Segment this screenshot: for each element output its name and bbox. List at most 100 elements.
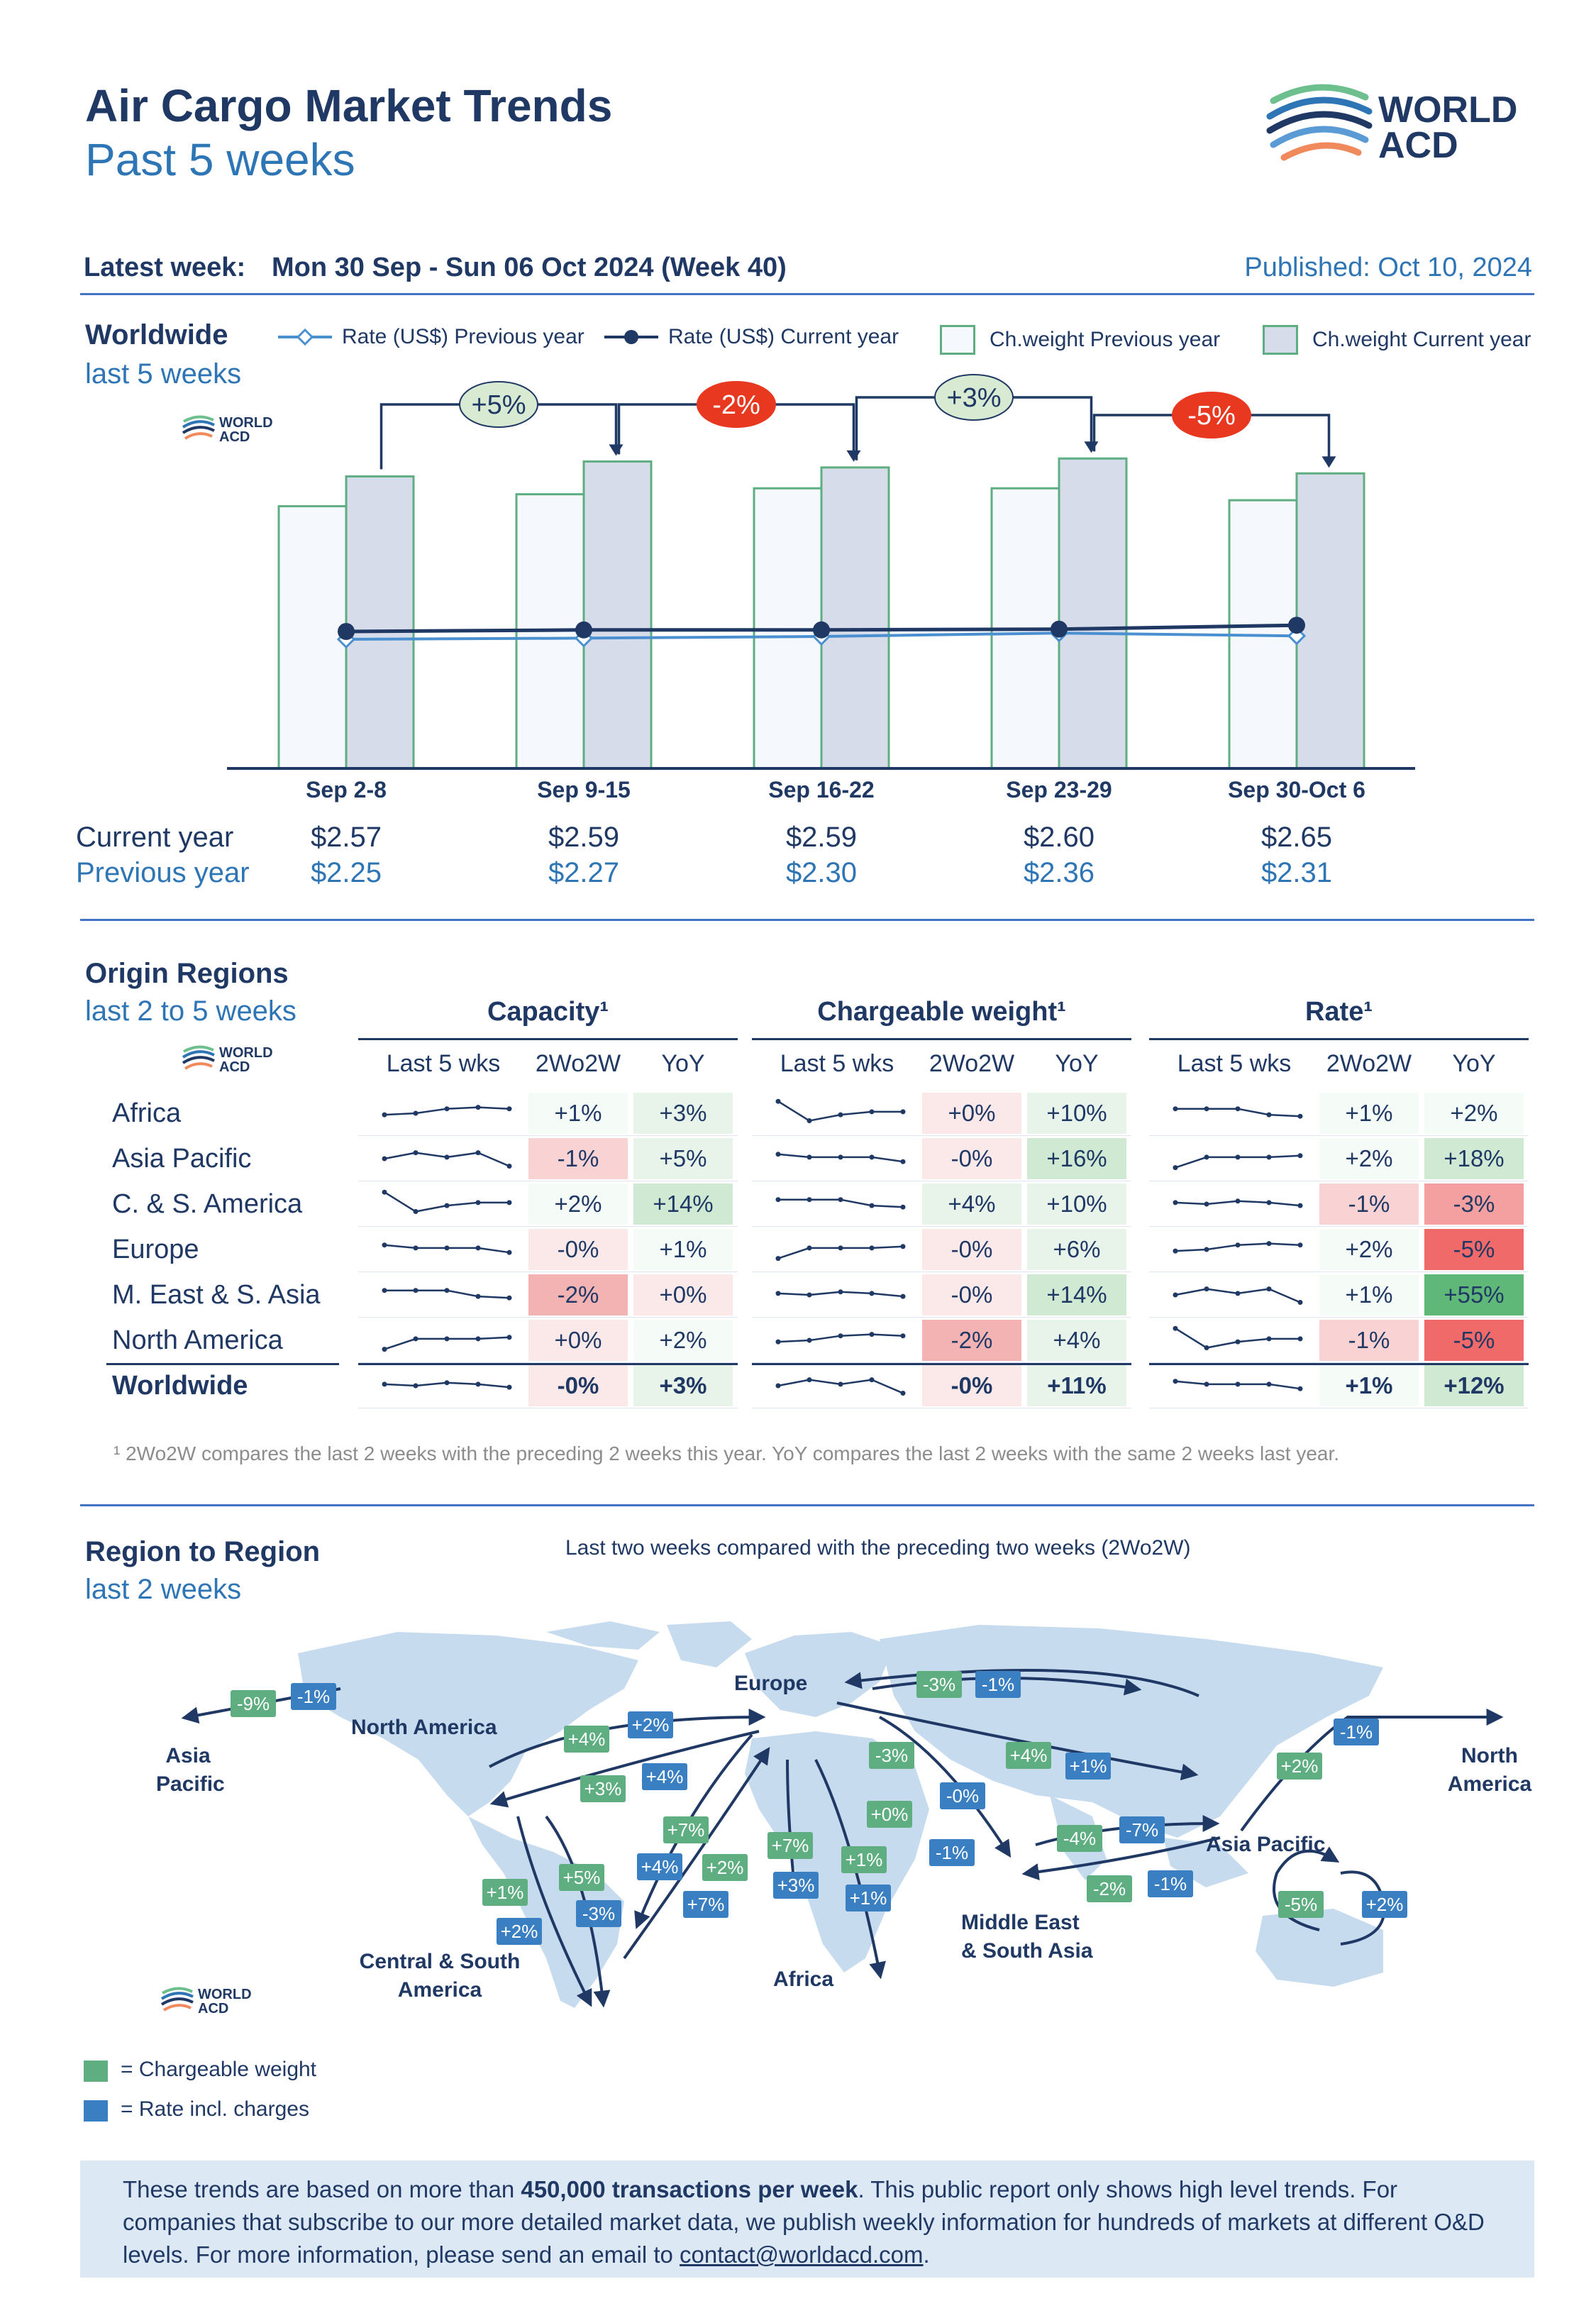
badge-chargeable-weight: +4% [564, 1726, 609, 1753]
badge-chargeable-weight: +1% [841, 1846, 887, 1873]
page-subtitle: Past 5 weeks [85, 134, 355, 185]
group-underline [1149, 1038, 1529, 1040]
cell-yoy: +14% [633, 1184, 733, 1225]
bar-cw-current [1058, 457, 1128, 770]
cell-yoy: +0% [633, 1274, 733, 1315]
cell-yoy: +11% [1027, 1365, 1126, 1406]
badge-rate: -1% [1334, 1719, 1379, 1745]
badge-chargeable-weight: -5% [1278, 1891, 1324, 1918]
region-label: North America [112, 1325, 283, 1355]
x-tick-label: Sep 16-22 [768, 777, 875, 802]
x-tick-label: Sep 30-Oct 6 [1228, 777, 1365, 802]
badge-chargeable-weight: +2% [1277, 1753, 1322, 1780]
change-label: +3% [946, 383, 1001, 413]
cell-2wo2w: -0% [922, 1138, 1021, 1179]
sparkline [382, 1288, 512, 1301]
watermark-logo: WORLD ACD [181, 412, 287, 451]
cell-yoy: +2% [1424, 1093, 1524, 1134]
region-label: Europe [112, 1235, 199, 1264]
sparkline [1173, 1379, 1303, 1391]
bar-cw-current [820, 466, 890, 770]
badge-chargeable-weight: +0% [867, 1801, 912, 1828]
origin-title: Origin Regions [85, 958, 289, 989]
row-divider [358, 1226, 738, 1227]
label-mesa: Middle East & South Asia [961, 1911, 1093, 1963]
legend-cw-cur: Ch.weight Current year [1263, 325, 1531, 355]
rate-current-value: $2.57 [310, 822, 382, 853]
watermark-logo: WORLD ACD [181, 1042, 287, 1081]
cell-yoy: +4% [1027, 1320, 1126, 1361]
sparkline [382, 1150, 512, 1169]
badge-chargeable-weight: -2% [1087, 1875, 1132, 1902]
row-divider [358, 1271, 738, 1272]
bar-cw-current [582, 460, 653, 770]
region-label: M. East & S. Asia [112, 1280, 321, 1310]
cell-2wo2w: +1% [1319, 1365, 1419, 1406]
badge-chargeable-weight: +7% [767, 1832, 813, 1859]
group-underline [358, 1038, 738, 1040]
row-divider [358, 1135, 738, 1136]
change-badge [934, 374, 1014, 421]
cell-2wo2w: -2% [528, 1274, 628, 1315]
total-divider [106, 1363, 339, 1365]
cell-2wo2w: +2% [1319, 1138, 1419, 1179]
sparkline [775, 1289, 906, 1299]
sparkline [1173, 1325, 1303, 1350]
row-divider [752, 1226, 1131, 1227]
col-header: YoY [1055, 1050, 1099, 1077]
cell-2wo2w: -0% [922, 1274, 1021, 1315]
badge-rate: -1% [975, 1671, 1021, 1698]
group-header: Capacity¹ [487, 997, 609, 1027]
previous-year-label: Previous year [76, 857, 250, 888]
contact-email-link[interactable]: contact@worldacd.com [680, 2241, 924, 2268]
badge-rate: +1% [846, 1885, 891, 1911]
cell-2wo2w: -2% [922, 1320, 1021, 1361]
region-label: Africa [112, 1098, 182, 1128]
total-divider [1149, 1363, 1529, 1365]
cell-2wo2w: +1% [1319, 1274, 1419, 1315]
rate-point-current [813, 621, 830, 639]
sparkline [775, 1098, 906, 1123]
change-badge [459, 381, 538, 428]
change-arrow-icon [1084, 441, 1099, 453]
cell-yoy: -5% [1424, 1229, 1524, 1270]
row-divider [1149, 1317, 1529, 1318]
badge-rate: -1% [291, 1683, 336, 1710]
cell-yoy: +55% [1424, 1274, 1524, 1315]
legend-rate-label: = Rate incl. charges [121, 2097, 309, 2121]
badge-chargeable-weight: -4% [1057, 1825, 1102, 1852]
rate-current-value: $2.59 [785, 822, 858, 853]
badge-rate: +4% [637, 1853, 682, 1880]
sparkline [775, 1244, 906, 1262]
change-label: -2% [712, 390, 760, 420]
rate-current-value: $2.60 [1023, 822, 1095, 853]
cell-yoy: -3% [1424, 1184, 1524, 1225]
r2r-subtitle: last 2 weeks [85, 1574, 242, 1605]
cell-2wo2w: -0% [528, 1365, 628, 1406]
label-asia-pacific-left: Asia Pacific [156, 1744, 225, 1796]
cell-yoy: +16% [1027, 1138, 1126, 1179]
cell-2wo2w: -1% [528, 1138, 628, 1179]
badge-chargeable-weight: +4% [1006, 1742, 1051, 1769]
badge-rate: +3% [773, 1872, 819, 1899]
change-arrow-icon [846, 450, 861, 462]
latest-week-value: Mon 30 Sep - Sun 06 Oct 2024 (Week 40) [272, 253, 787, 282]
sparkline [382, 1189, 512, 1214]
rate-previous-value: $2.27 [548, 857, 620, 888]
cell-yoy: -5% [1424, 1320, 1524, 1361]
cell-yoy: +3% [633, 1093, 733, 1134]
bar-cw-current [345, 475, 415, 770]
badge-rate: -0% [940, 1782, 985, 1809]
cell-2wo2w: -0% [922, 1365, 1021, 1406]
rate-point-current [338, 623, 355, 640]
col-header: 2Wo2W [1326, 1050, 1412, 1077]
sparkline [1173, 1106, 1303, 1119]
legend-rate-cur: Rate (US$) Current year [603, 325, 899, 349]
label-north-america-right: North America [1447, 1744, 1532, 1796]
group-underline [752, 1038, 1131, 1040]
cell-2wo2w: +1% [528, 1093, 628, 1134]
badge-chargeable-weight: +2% [702, 1854, 748, 1881]
legend-rate-swatch [84, 2100, 108, 2122]
cell-2wo2w: +2% [1319, 1229, 1419, 1270]
cell-2wo2w: -1% [1319, 1320, 1419, 1361]
